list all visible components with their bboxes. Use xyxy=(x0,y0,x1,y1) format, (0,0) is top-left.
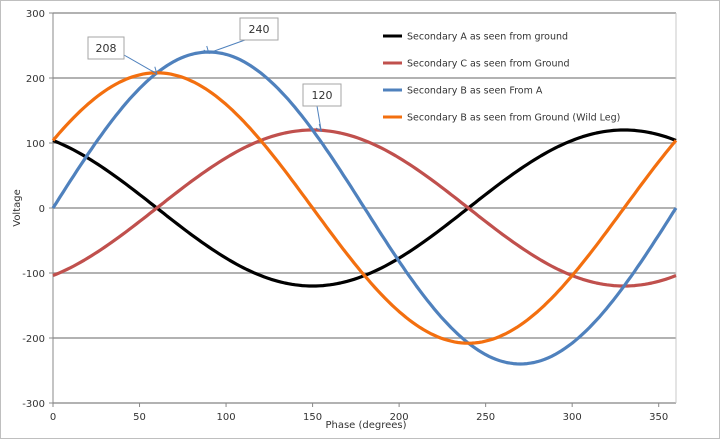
x-tick-label: 100 xyxy=(217,412,236,423)
x-tick-label: 250 xyxy=(476,412,495,423)
y-tick-label: 200 xyxy=(26,74,45,85)
y-tick-label: 0 xyxy=(39,204,45,215)
legend-label: Secondary C as seen from Ground xyxy=(407,59,570,70)
callout-label: 208 xyxy=(96,42,117,55)
callout-arrow xyxy=(203,45,210,55)
legend-label: Secondary B as seen From A xyxy=(407,86,543,97)
callout-label: 120 xyxy=(312,89,333,102)
x-tick-label: 350 xyxy=(649,412,668,423)
y-tick-label: -200 xyxy=(22,334,45,345)
x-tick-label: 150 xyxy=(303,412,322,423)
y-tick-label: -100 xyxy=(22,269,45,280)
y-tick-label: 100 xyxy=(26,139,45,150)
axes: 300 200 100 0 -100 -200 -300 0 50 100 150 200 250 300… xyxy=(22,9,677,423)
callout-box xyxy=(302,83,342,107)
callout-leader xyxy=(123,54,158,75)
callout-box xyxy=(239,17,279,41)
callout-arrow xyxy=(315,123,323,133)
callout-leader xyxy=(208,39,246,54)
x-axis-title: Phase (degrees) xyxy=(325,420,406,431)
y-tick-label: 300 xyxy=(26,9,45,20)
x-tick-label: 0 xyxy=(50,412,56,423)
legend: Secondary A as seen from ground Secondary… xyxy=(383,32,620,124)
x-tick-label: 200 xyxy=(390,412,409,423)
x-tick-label: 300 xyxy=(563,412,582,423)
callout-arrow xyxy=(151,66,158,75)
legend-label: Secondary A as seen from ground xyxy=(407,32,568,43)
callout-box xyxy=(87,36,125,60)
y-tick-label: -300 xyxy=(22,399,45,410)
annotations: 208 240 120 xyxy=(87,17,342,133)
x-tick-label: 50 xyxy=(133,412,146,423)
y-axis-title: Voltage xyxy=(12,189,23,227)
legend-label: Secondary B as seen from Ground (Wild Le… xyxy=(407,113,620,124)
callout-label: 240 xyxy=(249,23,270,36)
